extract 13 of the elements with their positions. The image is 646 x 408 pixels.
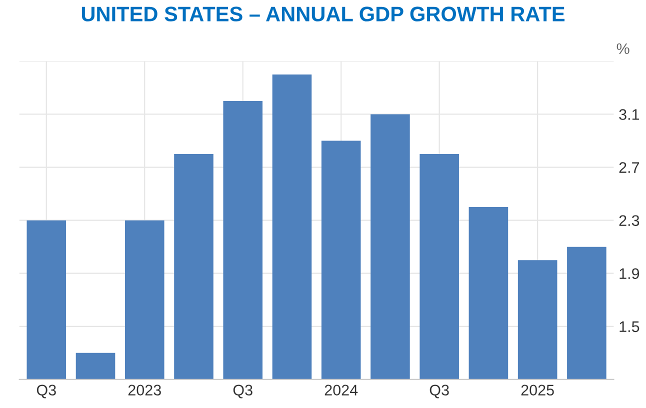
x-tick-label: Q3 — [36, 384, 56, 398]
y-tick-label: 3.1 — [619, 109, 640, 120]
x-tick-label: Q3 — [233, 384, 252, 398]
y-tick-label: 2.7 — [619, 162, 640, 173]
x-tick-label: 2024 — [324, 384, 358, 396]
y-tick-label: 2.3 — [619, 215, 640, 226]
chart-title: UNITED STATES – ANNUAL GDP GROWTH RATE — [82, 6, 564, 22]
x-tick-label: 2025 — [521, 384, 554, 396]
x-tick-label: Q3 — [430, 384, 449, 398]
x-tick-label: 2023 — [128, 384, 161, 396]
y-axis-title: % — [616, 43, 630, 54]
y-tick-label: 1.5 — [620, 321, 640, 332]
y-tick-label: 1.9 — [620, 268, 640, 280]
